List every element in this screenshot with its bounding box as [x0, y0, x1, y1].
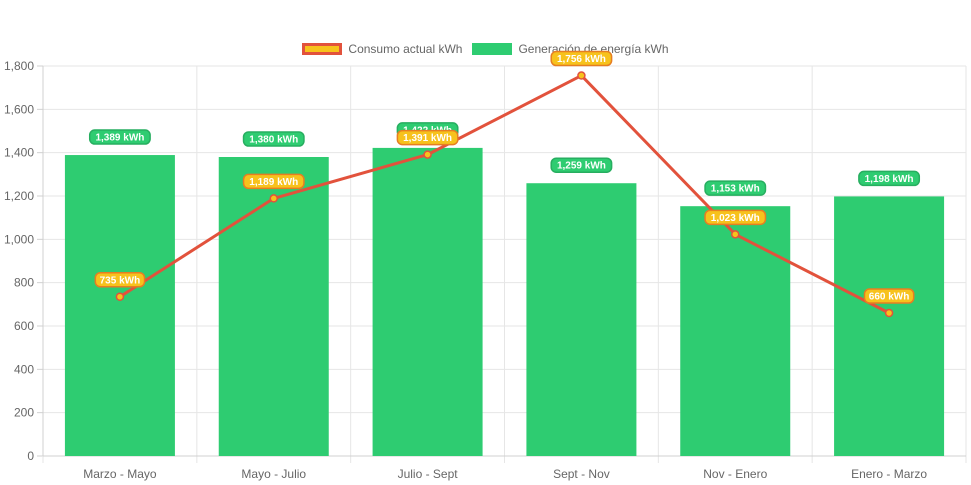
y-tick-label: 600	[14, 319, 34, 333]
line-data-label: 660 kWh	[869, 292, 910, 303]
bar-data-label: 1,198 kWh	[865, 174, 914, 185]
point-consumo[interactable]	[577, 71, 586, 80]
x-tick-label: Sept - Nov	[553, 467, 610, 481]
bar-data-label-box	[550, 157, 613, 173]
point-consumo[interactable]	[884, 308, 894, 318]
line-data-label: 1,189 kWh	[249, 177, 298, 188]
bar-generacion[interactable]	[372, 147, 483, 456]
bar-data-label-box	[704, 180, 767, 196]
bar-data-label-box	[858, 170, 921, 187]
line-data-label-box	[863, 288, 915, 304]
bar-data-label: 1,380 kWh	[249, 135, 298, 146]
bar-generacion[interactable]	[526, 183, 637, 456]
y-tick-label: 0	[27, 449, 34, 463]
bar-data-label-box	[88, 129, 151, 145]
line-data-label-box	[550, 50, 613, 67]
y-tick-label: 1,600	[4, 102, 34, 116]
legend: Consumo actual kWh Generación de energía…	[0, 42, 971, 56]
bar-data-label: 1,389 kWh	[95, 133, 144, 144]
line-data-label: 1,391 kWh	[403, 133, 452, 144]
point-consumo[interactable]	[269, 194, 278, 203]
line-data-label: 1,756 kWh	[557, 54, 606, 65]
x-tick-label: Marzo - Mayo	[83, 467, 157, 481]
x-tick-label: Julio - Sept	[398, 467, 459, 481]
line-data-label-box	[704, 209, 767, 226]
y-tick-label: 1,800	[4, 59, 34, 73]
y-tick-label: 800	[14, 276, 34, 290]
x-tick-label: Nov - Enero	[703, 467, 767, 481]
bar-data-label: 1,153 kWh	[711, 184, 760, 195]
line-data-label-box	[94, 272, 146, 288]
line-data-label-box	[396, 129, 459, 146]
bar-generacion[interactable]	[218, 157, 329, 456]
y-tick-label: 200	[14, 406, 34, 420]
point-consumo[interactable]	[115, 292, 125, 301]
bar-generacion[interactable]	[834, 196, 945, 456]
line-data-label: 735 kWh	[100, 275, 141, 286]
bar-generacion[interactable]	[64, 155, 175, 457]
x-tick-label: Mayo - Julio	[241, 467, 306, 481]
legend-swatch-consumo	[302, 43, 343, 55]
legend-label-consumo: Consumo actual kWh	[348, 42, 463, 56]
x-tick-label: Enero - Marzo	[851, 467, 927, 481]
y-tick-label: 1,200	[4, 189, 34, 203]
point-consumo[interactable]	[731, 230, 740, 239]
bar-generacion[interactable]	[680, 206, 791, 456]
y-tick-label: 400	[14, 362, 34, 376]
line-data-label-box	[242, 173, 305, 190]
y-tick-label: 1,400	[4, 146, 34, 160]
point-consumo[interactable]	[423, 150, 432, 159]
bar-data-label-box	[242, 131, 305, 147]
legend-item-consumo[interactable]: Consumo actual kWh	[302, 42, 462, 56]
legend-swatch-generacion	[472, 43, 513, 55]
bar-data-label: 1,259 kWh	[557, 161, 606, 172]
line-consumo	[119, 74, 890, 315]
y-tick-label: 1,000	[4, 232, 34, 246]
line-data-label: 1,023 kWh	[711, 213, 760, 224]
